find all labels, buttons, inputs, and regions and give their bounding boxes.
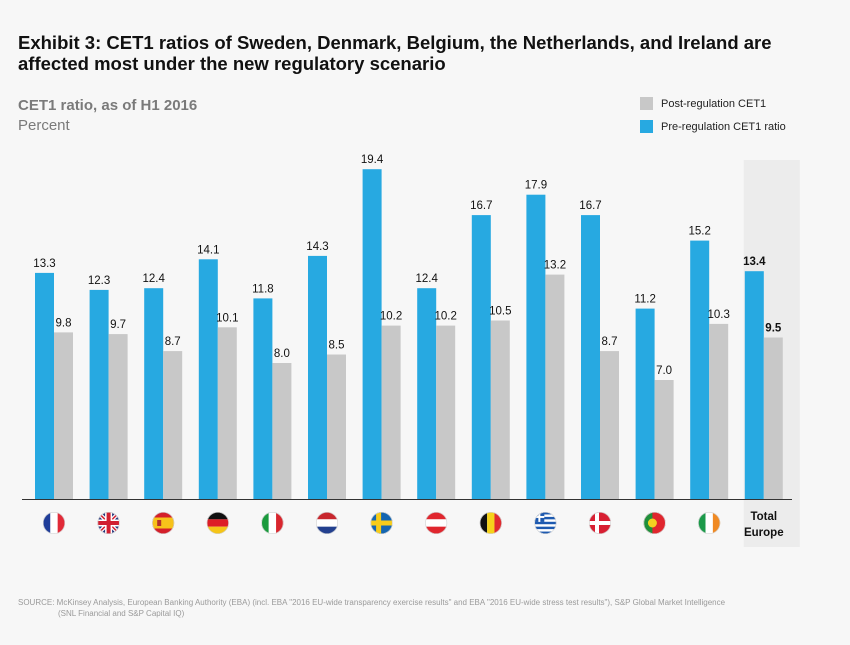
belgium-flag-icon [479, 512, 502, 534]
bar-pre [253, 298, 273, 499]
legend-label-post: Post-regulation CET1 [661, 97, 767, 110]
data-label-post: 9.7 [110, 319, 126, 331]
bar-pre [635, 308, 655, 499]
denmark-flag-icon [589, 512, 611, 534]
bar-pre [144, 288, 164, 499]
bar-pre [744, 271, 764, 499]
data-label-pre: 11.8 [252, 283, 274, 295]
bar-post [272, 363, 292, 499]
germany-flag-icon [206, 512, 229, 534]
data-label-post: 8.7 [165, 336, 181, 348]
bar-post [163, 351, 183, 499]
chart-subtitle: CET1 ratio, as of H1 2016 [18, 97, 198, 114]
bar-post [709, 323, 729, 499]
total-label-line-2: Europe [744, 527, 784, 539]
bar-pre [362, 169, 382, 499]
data-label-pre: 19.4 [361, 154, 384, 166]
portugal-flag-icon [643, 512, 666, 534]
data-label-pre: 15.2 [689, 226, 711, 238]
data-label-post: 13.2 [544, 260, 566, 272]
legend: Post-regulation CET1 Pre-regulation CET1… [640, 97, 786, 143]
data-label-pre: 13.4 [743, 256, 766, 268]
legend-item-pre: Pre-regulation CET1 ratio [640, 120, 786, 133]
data-label-post: 7.0 [656, 365, 672, 377]
bar-chart: 13.3 9.8 12.3 9.7 12.4 8.7 14.1 10.1 11.8 8.0 14.3… [22, 154, 800, 547]
data-label-pre: 11.2 [634, 294, 656, 306]
legend-item-post: Post-regulation CET1 [640, 97, 786, 110]
bar-post [381, 325, 401, 499]
legend-swatch-post [640, 97, 653, 110]
spain-flag-icon [152, 512, 175, 534]
bar-post [763, 337, 783, 499]
data-label-post: 9.8 [56, 317, 72, 329]
netherlands-flag-icon [316, 512, 338, 534]
bar-post [490, 320, 510, 499]
source-line-1: SOURCE: McKinsey Analysis, European Bank… [18, 598, 726, 607]
data-label-post: 10.1 [216, 312, 238, 324]
unit-label: Percent [18, 117, 70, 134]
chart-title: Exhibit 3: CET1 ratios of Sweden, Denmar… [18, 32, 772, 74]
data-label-pre: 17.9 [525, 180, 547, 192]
bar-pre [471, 215, 491, 499]
greece-flag-icon [534, 512, 557, 534]
bar-pre [526, 194, 546, 499]
austria-flag-icon [425, 512, 448, 534]
data-label-post: 9.5 [765, 323, 782, 335]
bar-post [54, 332, 73, 499]
legend-label-pre: Pre-regulation CET1 ratio [661, 120, 786, 133]
legend-swatch-pre [640, 120, 653, 133]
source-note: SOURCE: McKinsey Analysis, European Bank… [18, 597, 833, 619]
data-label-pre: 12.4 [416, 273, 439, 285]
data-label-post: 10.2 [435, 311, 457, 323]
bar-pre [89, 289, 109, 499]
data-label-post: 10.3 [708, 309, 730, 321]
data-label-pre: 12.3 [88, 275, 110, 287]
bar-pre [198, 259, 218, 499]
data-label-post: 10.5 [489, 306, 511, 318]
france-flag-icon [43, 512, 65, 534]
italy-flag-icon [261, 512, 284, 534]
bar-post [217, 327, 237, 499]
data-label-pre: 12.4 [143, 273, 166, 285]
data-label-post: 8.0 [274, 348, 290, 360]
bar-pre [690, 240, 710, 499]
bar-pre [308, 255, 327, 499]
sweden-flag-icon [370, 512, 393, 534]
ireland-flag-icon [698, 512, 721, 534]
data-label-pre: 14.3 [306, 241, 328, 253]
bar-post [600, 351, 619, 499]
data-label-post: 8.5 [329, 340, 345, 352]
source-line-2: (SNL Financial and S&P Capital IQ) [58, 609, 185, 618]
bar-post [436, 325, 456, 499]
data-label-post: 10.2 [380, 311, 402, 323]
bar-post [108, 334, 128, 499]
data-label-pre: 16.7 [470, 200, 492, 212]
bar-pre [417, 288, 437, 499]
data-label-pre: 16.7 [579, 200, 601, 212]
uk-flag-icon [97, 512, 120, 534]
data-label-pre: 13.3 [33, 258, 55, 270]
bar-pre [581, 215, 600, 499]
bar-post [545, 274, 565, 499]
data-label-post: 8.7 [602, 336, 618, 348]
bar-post [654, 380, 674, 499]
total-label-line-1: Total [750, 511, 777, 523]
bar-pre [35, 272, 54, 499]
bar-post [327, 354, 346, 499]
data-label-pre: 14.1 [197, 244, 219, 256]
